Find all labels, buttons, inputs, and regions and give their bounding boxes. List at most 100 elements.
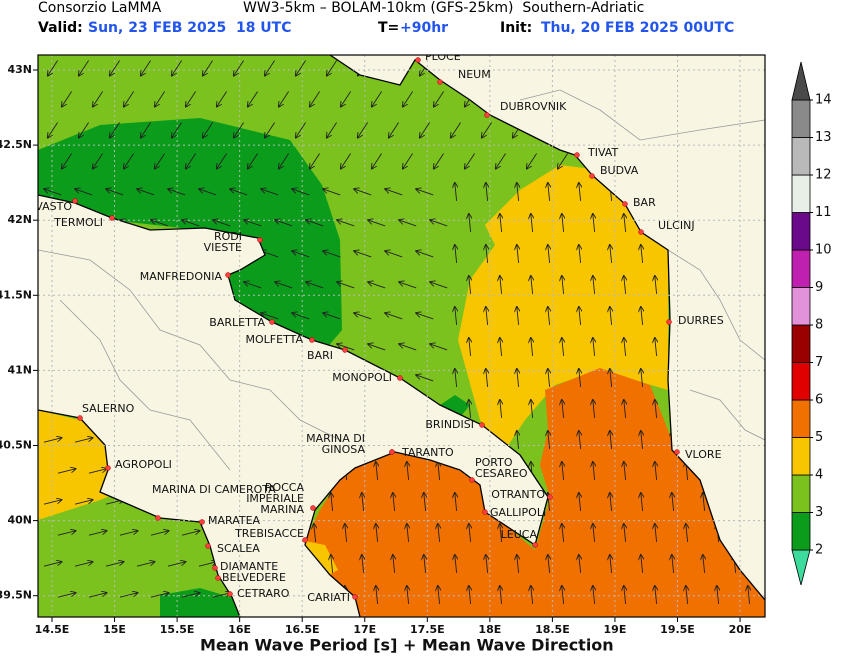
city-dot [532, 542, 538, 548]
arrow [486, 369, 488, 388]
arrow [624, 400, 626, 419]
arrow [399, 344, 417, 351]
arrow [354, 189, 372, 196]
city-label: TIVAT [587, 146, 618, 159]
city-dot [269, 319, 275, 325]
arrow [500, 214, 502, 233]
arrow [455, 555, 457, 574]
arrow [399, 220, 417, 227]
arrow [141, 60, 151, 75]
arrow [323, 189, 341, 196]
arrow [261, 313, 279, 320]
lead-label: T= [378, 20, 399, 36]
axes: 14.5E 15E 15.5E 16E 16.5E 17E 17.5E 18E 18.5E 19E… [0, 63, 751, 636]
arrow [248, 153, 258, 168]
arrow [610, 245, 612, 264]
lon-label: 17.5E [410, 623, 445, 636]
arrow [531, 338, 533, 357]
arrow [455, 245, 457, 264]
city-label: BARLETTA [209, 316, 265, 329]
arrow [593, 462, 595, 481]
arrow [748, 586, 750, 605]
colorbar: 2 3 4 5 6 7 8 9 10 11 12 13 14 [791, 61, 832, 586]
arrow [57, 593, 75, 598]
city-dot [105, 465, 111, 471]
city-label: MARATEA [208, 514, 261, 527]
arrow [105, 562, 123, 567]
city-dot [155, 515, 161, 521]
city-label: CETRARO [237, 587, 290, 600]
arrow [486, 555, 488, 574]
arrow [641, 307, 643, 326]
arrow [610, 493, 612, 512]
arrow [120, 220, 138, 227]
arrow [376, 586, 378, 605]
arrow [416, 251, 434, 258]
city-label: BUDVA [600, 164, 639, 177]
city-dot [310, 505, 316, 511]
arrow [610, 307, 612, 326]
arrow [48, 60, 58, 75]
arrow [119, 531, 137, 536]
arrow [579, 183, 581, 202]
arrow [265, 60, 275, 75]
arrow [44, 189, 62, 196]
arrow [517, 369, 519, 388]
arrow [655, 338, 657, 357]
city-label: GINOSA [322, 443, 366, 456]
lat-label: 41N [7, 363, 32, 376]
city-dot [389, 449, 395, 455]
arrow [172, 60, 182, 75]
arrow [337, 344, 355, 351]
lon-label: 17E [353, 623, 376, 636]
init-time: Thu, 20 FEB 2025 00UTC [541, 20, 734, 36]
city-dot [482, 509, 488, 515]
arrow [407, 524, 409, 543]
arrow [624, 462, 626, 481]
colorbar-label: 5 [815, 430, 823, 445]
arrow [368, 220, 386, 227]
arrow [486, 245, 488, 264]
arrow [562, 462, 564, 481]
arrow [167, 562, 185, 567]
city-label: IMPERIALE [246, 492, 304, 505]
arrow [531, 400, 533, 419]
arrow [88, 469, 106, 474]
city-label: LEUCA [501, 528, 538, 541]
arrow [43, 562, 61, 567]
lon-label: 20E [729, 623, 752, 636]
arrow [531, 586, 533, 605]
city-dot [77, 415, 83, 421]
arrow [182, 220, 200, 227]
arrow [110, 60, 120, 75]
city-label: BRINDISI [425, 418, 474, 431]
border [59, 299, 231, 471]
city-dot [205, 543, 211, 549]
model: WW3-5km – BOLAM-10km (GFS-25km) Southern… [243, 0, 644, 16]
colorbar-label: 14 [815, 93, 832, 108]
zone-5-6 [300, 368, 765, 617]
arrow [137, 189, 155, 196]
arrow [717, 586, 719, 605]
arrow [292, 251, 310, 258]
border [689, 389, 765, 441]
arrow [610, 369, 612, 388]
arrow [181, 593, 199, 598]
colorbar-box [791, 399, 811, 438]
arrow [416, 189, 434, 196]
arrow [331, 493, 333, 512]
arrow [469, 400, 471, 419]
arrow [593, 524, 595, 543]
arrow [593, 276, 595, 295]
city-label: MANFREDONIA [140, 270, 223, 283]
city-label: OTRANTO [491, 488, 545, 501]
city-dot [622, 201, 628, 207]
arrow [579, 431, 581, 450]
arrow [686, 586, 688, 605]
colorbar-label: 9 [815, 280, 823, 295]
map-frame [37, 54, 766, 618]
arrow [43, 438, 61, 443]
colorbar-box [791, 474, 811, 513]
arrow [296, 60, 306, 75]
city-dot [257, 237, 263, 243]
